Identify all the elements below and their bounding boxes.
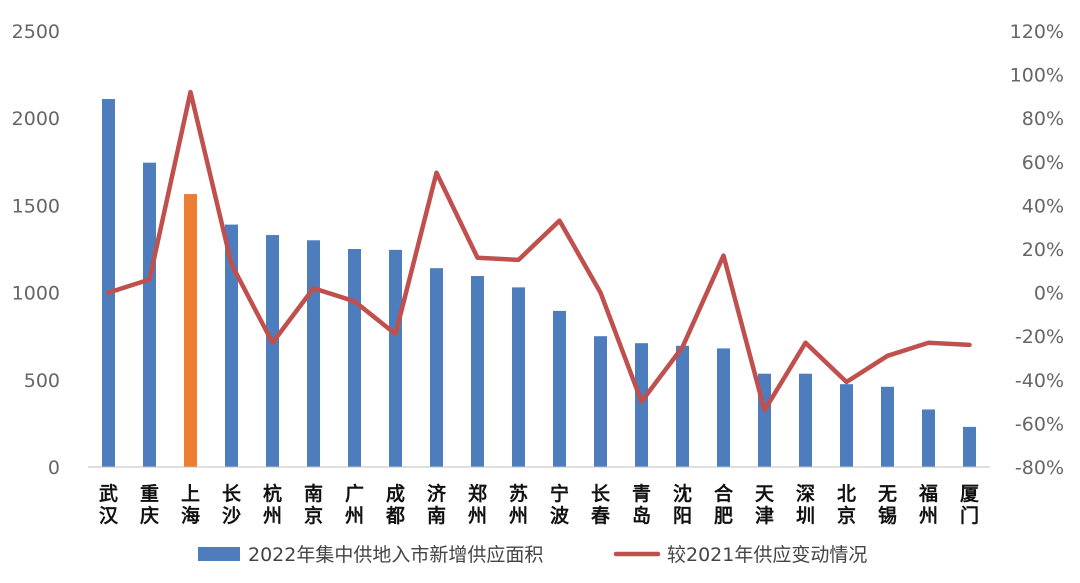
category-label: 沈阳 xyxy=(673,482,692,527)
category-label: 无锡 xyxy=(878,483,897,527)
bar xyxy=(471,276,484,467)
category-label: 北京 xyxy=(837,483,856,527)
bar xyxy=(512,287,525,467)
right-tick-label: 60% xyxy=(1022,152,1064,174)
bar xyxy=(389,249,402,467)
legend-bar-swatch xyxy=(198,547,240,561)
category-labels: 武汉重庆上海长沙杭州南京广州成都济南郑州苏州宁波长春青岛沈阳合肥天津深圳北京无锡… xyxy=(99,482,980,527)
bar xyxy=(717,348,730,467)
category-label: 济南 xyxy=(427,482,447,527)
bar xyxy=(881,386,894,467)
right-tick-label: 100% xyxy=(1010,65,1064,87)
left-tick-label: 500 xyxy=(24,370,60,392)
right-tick-label: 80% xyxy=(1022,108,1064,130)
right-tick-label: -60% xyxy=(1015,413,1064,435)
category-label: 郑州 xyxy=(468,483,487,527)
bar xyxy=(963,426,976,467)
legend: 2022年集中供地入市新增供应面积 较2021年供应变动情况 xyxy=(198,544,867,566)
category-label: 广州 xyxy=(345,482,364,527)
bar xyxy=(348,249,361,467)
bar xyxy=(184,194,197,467)
right-tick-label: 40% xyxy=(1022,195,1064,217)
left-axis-ticks: 0 500 1000 1500 2000 2500 xyxy=(12,21,60,479)
bar xyxy=(266,235,279,467)
bar xyxy=(553,310,566,467)
bar xyxy=(430,268,443,467)
bar xyxy=(922,409,935,467)
bar xyxy=(594,336,607,467)
category-label: 南京 xyxy=(304,483,323,527)
category-label: 成都 xyxy=(385,482,405,527)
category-label: 重庆 xyxy=(140,483,159,527)
left-tick-label: 2000 xyxy=(12,108,60,130)
right-tick-label: -20% xyxy=(1015,326,1064,348)
bar xyxy=(676,345,689,467)
category-label: 厦门 xyxy=(960,483,980,527)
bar xyxy=(143,162,156,468)
category-label: 福州 xyxy=(918,482,938,527)
bar xyxy=(102,99,115,468)
right-tick-label: 120% xyxy=(1010,21,1064,43)
category-label: 上海 xyxy=(181,483,200,527)
right-tick-label: 0% xyxy=(1034,283,1064,305)
right-axis-ticks: -80% -60% -40% -20% 0% 20% 40% 60% 80% 100% 120% xyxy=(1010,21,1064,479)
bar xyxy=(307,240,320,467)
category-label: 合肥 xyxy=(714,482,734,527)
category-label: 苏州 xyxy=(509,482,528,527)
left-tick-label: 0 xyxy=(48,457,60,479)
right-tick-label: 20% xyxy=(1022,239,1064,261)
legend-bar-label: 2022年集中供地入市新增供应面积 xyxy=(248,544,543,566)
left-tick-label: 1500 xyxy=(12,195,60,217)
category-label: 长春 xyxy=(591,483,611,527)
bar xyxy=(799,373,812,467)
right-tick-label: -80% xyxy=(1015,457,1064,479)
category-label: 青岛 xyxy=(632,483,651,527)
bar xyxy=(840,384,853,467)
category-label: 天津 xyxy=(755,483,775,527)
legend-line-label: 较2021年供应变动情况 xyxy=(667,544,867,566)
left-tick-label: 2500 xyxy=(12,21,60,43)
line-series-path xyxy=(106,89,972,413)
category-label: 宁波 xyxy=(550,482,570,527)
category-label: 武汉 xyxy=(99,483,119,527)
left-tick-label: 1000 xyxy=(12,283,60,305)
bar-series xyxy=(102,99,976,468)
bar xyxy=(225,224,238,467)
right-tick-label: -40% xyxy=(1015,370,1064,392)
category-label: 深圳 xyxy=(796,482,815,527)
category-label: 长沙 xyxy=(222,483,242,527)
category-label: 杭州 xyxy=(263,482,282,527)
bar xyxy=(635,343,648,467)
